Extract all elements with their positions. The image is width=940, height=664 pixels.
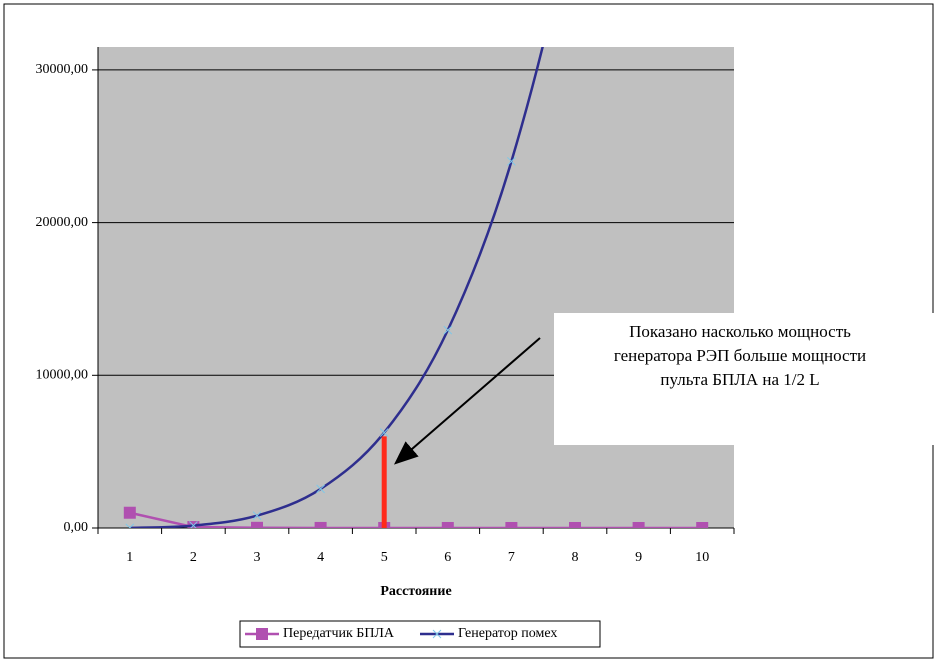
- x-tick-label: 9: [635, 550, 642, 565]
- marker: [569, 521, 581, 528]
- x-tick-label: 8: [572, 550, 579, 565]
- marker: [189, 521, 198, 528]
- annotation-arrow: [393, 337, 541, 465]
- y-tick-label: 20000,00: [36, 215, 89, 230]
- annotation-text: генератора РЭП больше мощности: [614, 346, 866, 365]
- legend-label: Генератор помех: [458, 626, 557, 641]
- x-tick-label: 4: [317, 550, 324, 565]
- x-axis-label: Расстояние: [380, 584, 451, 599]
- marker: [507, 157, 516, 166]
- marker: [696, 521, 709, 528]
- x-tick-label: 6: [444, 550, 451, 565]
- marker: [251, 521, 263, 528]
- x-tick-label: 3: [254, 550, 261, 565]
- marker: [379, 428, 389, 437]
- series-line: [129, 47, 544, 528]
- marker: [314, 521, 327, 528]
- marker: [441, 521, 454, 528]
- marker: [125, 523, 135, 528]
- series-line: [129, 511, 703, 528]
- marker: [443, 325, 453, 335]
- y-tick-label: 30000,00: [36, 62, 89, 77]
- legend-label: Передатчик БПЛА: [283, 626, 395, 641]
- y-tick-label: 10000,00: [36, 368, 89, 383]
- marker: [505, 521, 518, 528]
- marker: [632, 521, 645, 528]
- y-tick-label: 0,00: [64, 520, 89, 535]
- marker: [252, 511, 262, 520]
- legend-marker: [432, 629, 442, 639]
- plot-area: [98, 47, 734, 528]
- x-tick-label: 7: [508, 550, 515, 565]
- x-tick-label: 1: [126, 550, 133, 565]
- marker: [316, 484, 325, 494]
- marker: [123, 506, 136, 519]
- annotation-text: Показано насколько мощность: [629, 322, 851, 341]
- legend-marker: [256, 628, 268, 640]
- x-tick-label: 2: [190, 550, 197, 565]
- x-tick-label: 10: [695, 550, 709, 565]
- x-tick-label: 5: [381, 550, 388, 565]
- annotation-text: пульта БПЛА на 1/2 L: [660, 370, 819, 389]
- annotation-box: [554, 313, 934, 445]
